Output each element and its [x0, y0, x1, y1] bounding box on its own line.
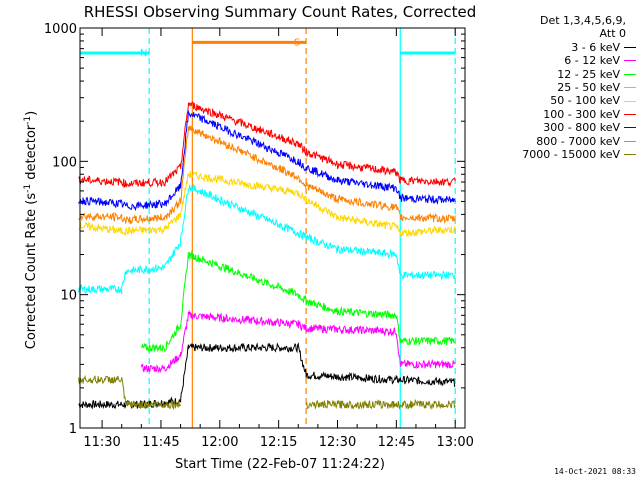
legend: Det 1,3,4,5,6,9, Att 0 3 - 6 keV 6 - 12 k…: [478, 14, 636, 161]
legend-swatch-8: [624, 154, 636, 156]
series-line-7: [78, 125, 456, 225]
series-line-2: [140, 250, 456, 353]
footer-date: 14-Oct-2021 08:33: [554, 467, 636, 476]
legend-label-7: 800 - 7000 keV: [536, 134, 620, 148]
x-tick-label-4: 12:30: [319, 435, 356, 450]
x-tick-label-0: 11:30: [83, 435, 120, 450]
legend-label-3: 25 - 50 keV: [557, 81, 620, 95]
y-tick-label-0: 1: [69, 422, 77, 437]
chart-title: RHESSI Observing Summary Count Rates, Co…: [84, 3, 477, 21]
x-tick-label-5: 12:45: [378, 435, 415, 450]
legend-swatch-3: [624, 87, 636, 89]
legend-label-6: 300 - 800 keV: [543, 121, 620, 135]
y-axis-label: Corrected Count Rate (s-1 detector-1): [23, 111, 39, 349]
series-line-8: [78, 374, 456, 411]
legend-header-2: Att 0: [599, 27, 626, 41]
legend-swatch-2: [624, 73, 636, 75]
legend-entry-7: 800 - 7000 keV: [478, 135, 636, 148]
legend-header-1: Det 1,3,4,5,6,9,: [539, 14, 626, 27]
legend-entry-3: 25 - 50 keV: [478, 81, 636, 94]
x-tick-label-3: 12:15: [260, 435, 297, 450]
series-line-5: [78, 101, 456, 189]
interval-label-1: S: [294, 37, 300, 48]
legend-label-8: 7000 - 15000 keV: [522, 148, 620, 162]
legend-swatch-7: [624, 140, 636, 142]
legend-label-2: 12 - 25 keV: [557, 67, 620, 81]
legend-entry-2: 12 - 25 keV: [478, 68, 636, 81]
x-tick-label-2: 12:00: [201, 435, 238, 450]
legend-swatch-0: [624, 47, 636, 49]
series-line-6: [78, 110, 456, 212]
y-tick-label-2: 100: [52, 155, 77, 170]
legend-swatch-4: [624, 100, 636, 102]
legend-swatch-6: [624, 127, 636, 129]
x-tick-label-1: 11:45: [142, 435, 179, 450]
legend-label-1: 6 - 12 keV: [564, 54, 620, 68]
series-line-1: [140, 309, 456, 374]
x-tick-label-6: 13:00: [436, 435, 473, 450]
legend-swatch-1: [624, 60, 636, 62]
y-tick-label-1: 10: [60, 289, 77, 304]
legend-entry-6: 300 - 800 keV: [478, 121, 636, 134]
legend-swatch-5: [624, 114, 636, 116]
plot-frame: [79, 27, 466, 429]
series-line-0: [78, 341, 456, 410]
legend-label-5: 100 - 300 keV: [543, 107, 620, 121]
y-tick-label-3: 1000: [44, 22, 77, 37]
interval-label-0: N: [140, 48, 147, 59]
legend-label-4: 50 - 100 keV: [550, 94, 620, 108]
legend-entry-1: 6 - 12 keV: [478, 54, 636, 67]
legend-entry-8: 7000 - 15000 keV: [478, 148, 636, 161]
series-line-3: [78, 184, 456, 295]
legend-entry-4: 50 - 100 keV: [478, 94, 636, 107]
series-line-4: [78, 170, 456, 238]
x-axis-label: Start Time (22-Feb-07 11:24:22): [175, 457, 385, 472]
legend-entry-0: 3 - 6 keV: [478, 41, 636, 54]
legend-label-0: 3 - 6 keV: [571, 40, 620, 54]
legend-entry-5: 100 - 300 keV: [478, 108, 636, 121]
